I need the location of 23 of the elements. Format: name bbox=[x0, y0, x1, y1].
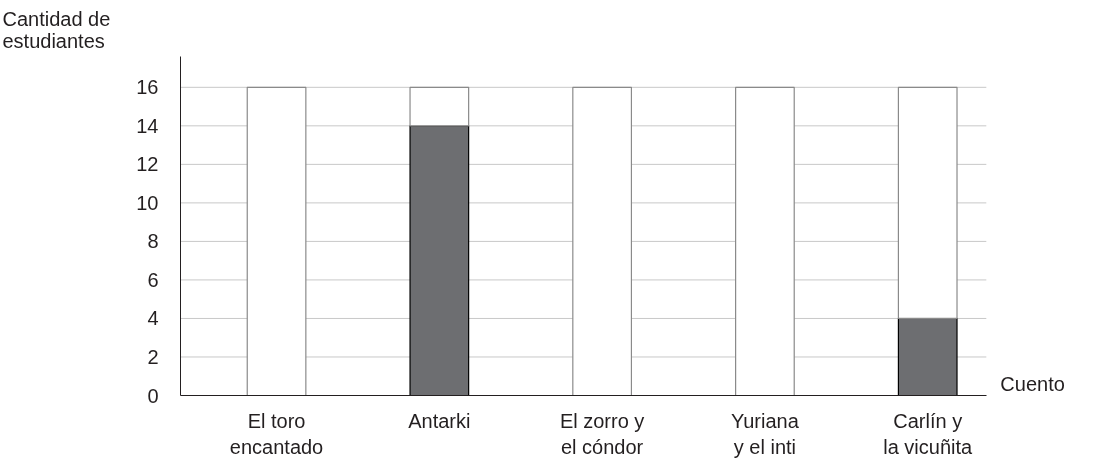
x-tick-label: Yuriana y el inti bbox=[731, 409, 800, 458]
x-tick-label: Antarki bbox=[408, 409, 471, 432]
bar bbox=[409, 125, 470, 396]
bar bbox=[897, 317, 958, 396]
y-tick-label: 8 bbox=[147, 230, 159, 253]
y-tick-label: 4 bbox=[147, 307, 159, 330]
y-tick-label: 14 bbox=[136, 114, 159, 137]
x-tick-label: Carlín y la vicuñita bbox=[883, 409, 974, 458]
y-tick-label: 6 bbox=[147, 268, 159, 291]
bar bbox=[572, 86, 633, 396]
bar bbox=[246, 86, 307, 396]
y-tick-label: 2 bbox=[147, 345, 159, 368]
y-tick-label: 0 bbox=[147, 384, 159, 407]
y-tick-label: 12 bbox=[136, 153, 159, 176]
bar bbox=[735, 86, 795, 396]
x-axis-title: Cuento bbox=[1000, 372, 1065, 395]
x-tick-label: El toro encantado bbox=[229, 409, 324, 458]
y-axis-title: Cantidad de estudiantes bbox=[2, 7, 111, 52]
bar bbox=[409, 86, 470, 127]
y-tick-label: 10 bbox=[136, 191, 159, 214]
x-tick-label: El zorro y el cóndor bbox=[559, 409, 645, 458]
y-tick-label: 16 bbox=[136, 76, 159, 99]
bar bbox=[897, 86, 958, 320]
